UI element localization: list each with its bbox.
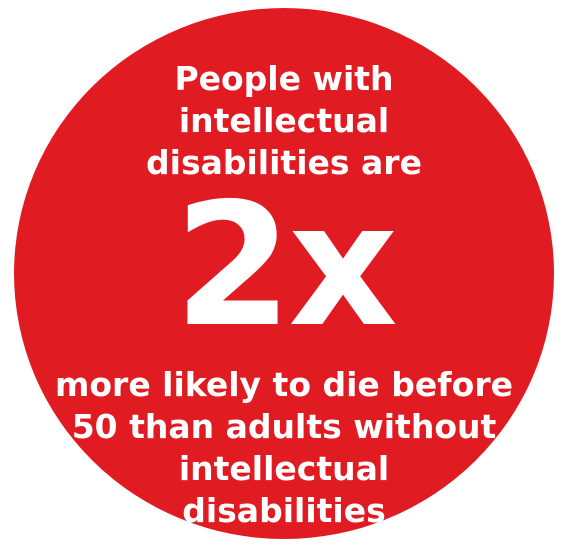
red-circle-badge [14,8,554,539]
outro-line-3: intellectual [178,449,390,488]
headline-figure: 2x [174,167,398,365]
intro-line-1: People with [174,59,394,98]
outro-text: more likely to die before 50 than adults… [0,364,568,532]
intro-line-2: intellectual [178,101,390,140]
outro-line-1: more likely to die before [54,365,513,404]
outro-line-2: 50 than adults without [71,407,497,446]
intro-line-3: disabilities are [146,143,422,182]
outro-line-4: disabilities [182,491,386,530]
intro-text: People with intellectual disabilities ar… [0,58,568,184]
